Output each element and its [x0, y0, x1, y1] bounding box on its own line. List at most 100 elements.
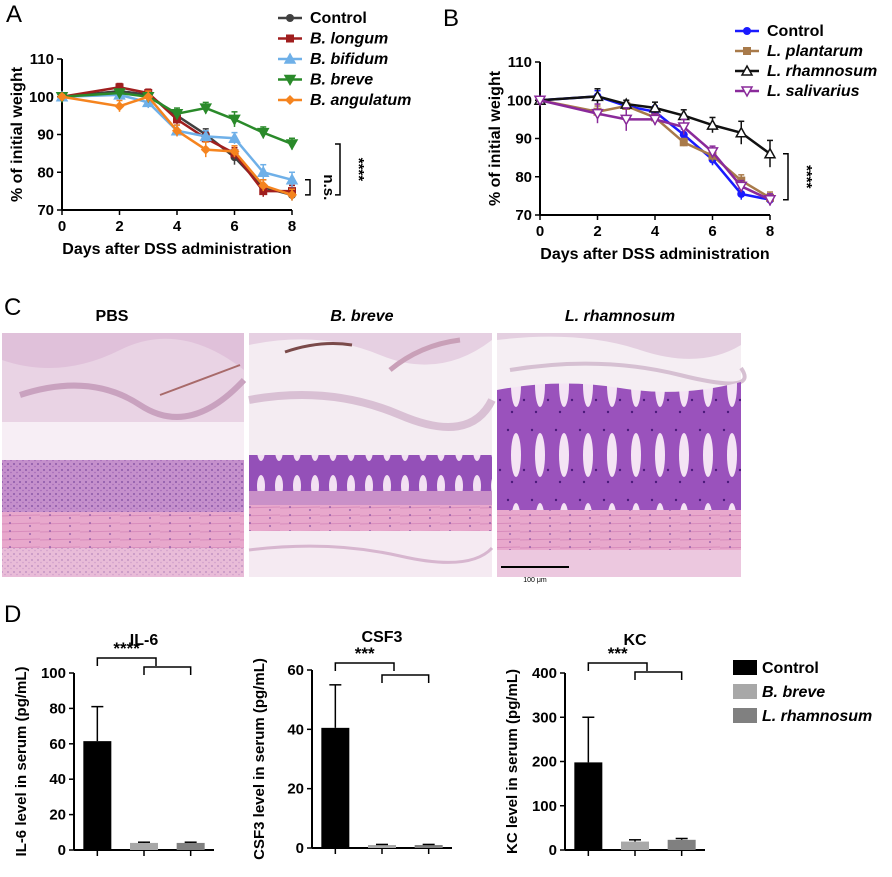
panel-label-b: B — [443, 5, 459, 32]
data-point — [591, 89, 604, 102]
bar-b-breve — [621, 841, 649, 850]
y-tick-label: 100 — [507, 92, 532, 109]
panel-d-il6-bar-chart: IL-6 0 20 40 60 80 100 IL-6 level in serum (pg/… — [13, 632, 214, 859]
legend-entry: B. breve — [762, 684, 825, 701]
series-l-rhamnosum — [533, 88, 777, 168]
legend-marker — [286, 34, 294, 43]
panel-c-histology: PBS B. breve L. rhamnosum — [2, 308, 747, 584]
y-axis-label: IL-6 level in serum (pg/mL) — [13, 666, 30, 856]
data-point — [170, 108, 184, 121]
y-tick-label: 90 — [515, 131, 532, 148]
panel-d-legend: Control B. breve L. rhamnosum — [733, 660, 872, 725]
y-axis-label: % of initial weight — [487, 70, 504, 206]
x-tick-label: 2 — [115, 218, 123, 235]
y-tick-label: 70 — [37, 202, 54, 219]
histology-title-b-breve: B. breve — [330, 308, 393, 325]
panel-d-csf3-bar-chart: CSF3 0 20 40 60 CSF3 level in serum (pg/mL) **… — [251, 629, 452, 860]
significance-bracket — [634, 671, 683, 680]
data-point — [114, 101, 125, 112]
legend-entry: Control — [310, 10, 367, 27]
x-axis-label: Days after DSS administration — [540, 246, 769, 263]
significance-bracket — [587, 662, 648, 671]
bar-b-breve — [130, 842, 158, 850]
data-point — [115, 83, 124, 92]
y-tick-label: 70 — [515, 207, 532, 224]
legend-entry: B. breve — [310, 72, 373, 89]
legend-entry: B. longum — [310, 31, 388, 48]
y-tick-label: 40 — [49, 771, 66, 788]
legend-marker — [283, 74, 297, 87]
legend-swatch — [733, 708, 757, 723]
significance-bracket — [143, 666, 192, 675]
data-point — [285, 173, 299, 185]
significance-bracket — [96, 657, 157, 666]
data-point — [199, 129, 213, 142]
significance-label: n.s. — [320, 174, 337, 200]
data-point — [763, 147, 777, 159]
histology-title-l-rhamnosum: L. rhamnosum — [565, 308, 675, 325]
legend-marker — [743, 27, 751, 35]
chart-title: IL-6 — [130, 632, 159, 649]
series-line — [61, 89, 293, 197]
y-tick-label: 300 — [532, 709, 557, 726]
y-tick-label: 200 — [532, 754, 557, 771]
data-point — [113, 88, 126, 100]
significance-bracket — [305, 179, 311, 196]
legend-swatch — [733, 660, 757, 675]
x-tick-label: 8 — [288, 218, 296, 235]
data-point — [679, 138, 688, 147]
x-axis-label: Days after DSS administration — [62, 241, 291, 258]
bar-control — [83, 741, 112, 850]
y-tick-label: 110 — [30, 51, 54, 68]
legend-marker — [740, 86, 754, 98]
bar-control — [321, 727, 350, 848]
series-b-bifidum — [55, 88, 299, 188]
y-tick-label: 0 — [549, 842, 557, 859]
series-l-salivarius — [533, 95, 777, 207]
data-point — [677, 122, 691, 134]
data-point — [648, 114, 662, 126]
data-point — [706, 118, 719, 130]
x-tick-label: 2 — [593, 223, 601, 240]
data-point — [256, 165, 270, 177]
series-line — [61, 93, 293, 182]
x-tick-label: 0 — [58, 218, 66, 235]
data-point — [229, 146, 240, 157]
bar-l-rhamnosum — [667, 839, 696, 850]
significance-bracket — [381, 674, 430, 683]
legend-entry: Control — [762, 660, 819, 677]
data-point — [172, 125, 182, 136]
data-point — [256, 127, 270, 140]
data-point — [734, 181, 748, 193]
bar-control — [574, 762, 603, 850]
bar-l-rhamnosum — [414, 845, 443, 848]
legend-entry: Control — [767, 23, 824, 40]
y-axis-label: KC level in serum (pg/mL) — [504, 669, 521, 854]
series-line — [539, 99, 771, 201]
significance-label: *** — [355, 644, 375, 663]
y-tick-label: 100 — [29, 89, 54, 106]
y-tick-label: 80 — [37, 164, 54, 181]
y-tick-label: 110 — [508, 54, 532, 71]
significance-bracket — [783, 153, 789, 201]
y-tick-label: 0 — [58, 842, 66, 859]
panel-label-c: C — [4, 294, 21, 321]
legend-marker — [740, 64, 754, 76]
data-point — [706, 147, 719, 159]
data-point — [258, 180, 269, 191]
x-tick-label: 6 — [708, 223, 716, 240]
panel-a-line-chart: 70 80 90 100 110 0 2 4 6 8 Days after DSS administ… — [9, 10, 411, 258]
series-line — [539, 95, 771, 155]
data-point — [619, 114, 633, 126]
panel-d-kc-bar-chart: KC 0 100 200 300 400 KC level in serum (pg/mL)… — [504, 632, 705, 859]
legend-swatch — [733, 684, 757, 699]
legend: Control B. longum B. bifidum B. breve B. ang… — [278, 10, 411, 109]
data-point — [648, 101, 662, 113]
histology-image-l-rhamnosum: 100 μm — [497, 333, 747, 584]
significance-label: **** — [798, 165, 815, 189]
chart-title: CSF3 — [362, 629, 403, 646]
legend-marker — [283, 52, 297, 64]
data-point — [285, 139, 299, 151]
data-point — [228, 131, 241, 144]
